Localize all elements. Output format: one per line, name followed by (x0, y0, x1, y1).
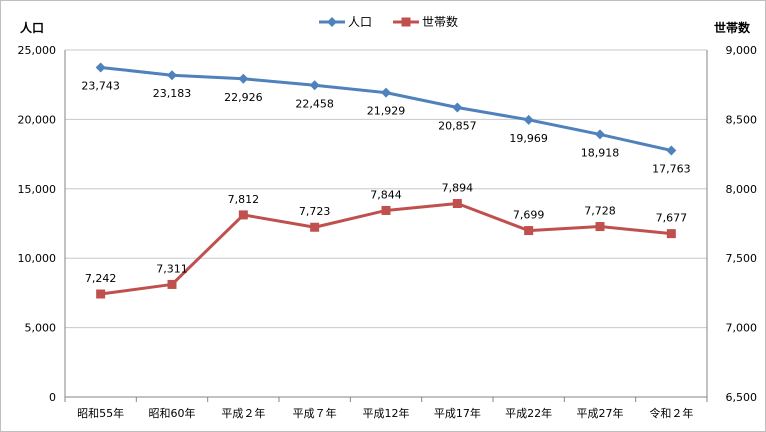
data-point-marker (666, 229, 676, 239)
data-point-marker (238, 210, 248, 220)
legend-marker (401, 17, 411, 27)
data-label: 21,929 (367, 105, 406, 118)
y-right-tick-label: 6,500 (726, 391, 758, 404)
gridlines (65, 49, 707, 329)
y-right-tick-label: 7,500 (726, 252, 758, 265)
data-label: 20,857 (438, 120, 477, 133)
data-point-marker (381, 205, 391, 215)
data-point-marker (452, 199, 462, 209)
data-point-marker (595, 222, 605, 232)
y-left-tick-label: 0 (49, 391, 56, 404)
x-tick-label: 平成17年 (434, 406, 481, 420)
data-label: 23,743 (81, 79, 120, 92)
y-right-tick-label: 9,000 (726, 44, 758, 57)
y-left-tick-label: 5,000 (25, 322, 57, 335)
x-tick-label: 昭和60年 (149, 406, 196, 420)
y-left-tick-label: 15,000 (18, 183, 57, 196)
x-tick-label: 昭和55年 (77, 406, 124, 420)
data-point-marker (666, 145, 677, 156)
series-layer (95, 62, 677, 299)
legend: 人口 世帯数 (319, 14, 458, 29)
y-left-tick-label: 20,000 (18, 113, 57, 126)
data-point-marker (238, 73, 249, 84)
data-label: 7,728 (584, 205, 616, 218)
y-left-tick-label: 25,000 (18, 44, 57, 57)
data-point-marker (524, 226, 534, 236)
data-label: 22,926 (224, 91, 263, 104)
data-label: 19,969 (509, 132, 548, 145)
data-point-marker (310, 222, 320, 232)
data-label: 7,894 (442, 182, 474, 195)
x-tick-label: 平成22年 (505, 406, 552, 420)
data-label: 7,723 (299, 205, 331, 218)
data-label: 17,763 (652, 162, 691, 175)
data-point-marker (309, 80, 320, 91)
y-axis-left-title: 人口 (20, 20, 44, 35)
data-point-marker (523, 114, 534, 125)
data-label: 7,812 (228, 193, 260, 206)
data-point-marker (96, 289, 106, 299)
data-label: 7,844 (370, 188, 402, 201)
data-point-marker (167, 70, 177, 81)
legend-label: 人口 (348, 15, 372, 29)
x-tick-label: 平成27年 (577, 406, 624, 420)
x-tick-label: 令和２年 (649, 406, 693, 420)
data-labels: 23,743 23,183 22,926 22,458 21,929 20,857 19,9… (81, 79, 690, 285)
data-point-marker (95, 62, 106, 73)
legend-marker (327, 17, 337, 27)
data-label: 7,699 (513, 209, 545, 222)
y-right-tick-label: 8,500 (726, 113, 758, 126)
legend-label: 世帯数 (422, 14, 458, 29)
data-label: 7,677 (656, 212, 688, 225)
data-point-marker (381, 87, 391, 98)
data-label: 7,311 (156, 262, 188, 275)
y-axis-right-title: 世帯数 (714, 20, 751, 35)
data-label: 18,918 (581, 146, 620, 159)
data-label: 23,183 (153, 87, 192, 100)
x-tick-label: 平成２年 (221, 406, 265, 420)
y-right-tick-label: 8,000 (726, 183, 758, 196)
data-label: 7,242 (85, 272, 117, 285)
axes: 0 5,000 10,000 15,000 20,000 25,000 6,500 7,000… (18, 44, 758, 420)
data-point-marker (167, 279, 177, 289)
x-tick-label: 平成７年 (293, 406, 337, 420)
data-point-marker (595, 129, 605, 140)
y-left-tick-label: 10,000 (18, 252, 57, 265)
x-tick-label: 平成12年 (363, 406, 410, 420)
data-point-marker (452, 102, 463, 113)
y-right-tick-label: 7,000 (726, 322, 758, 335)
data-label: 22,458 (295, 97, 334, 110)
